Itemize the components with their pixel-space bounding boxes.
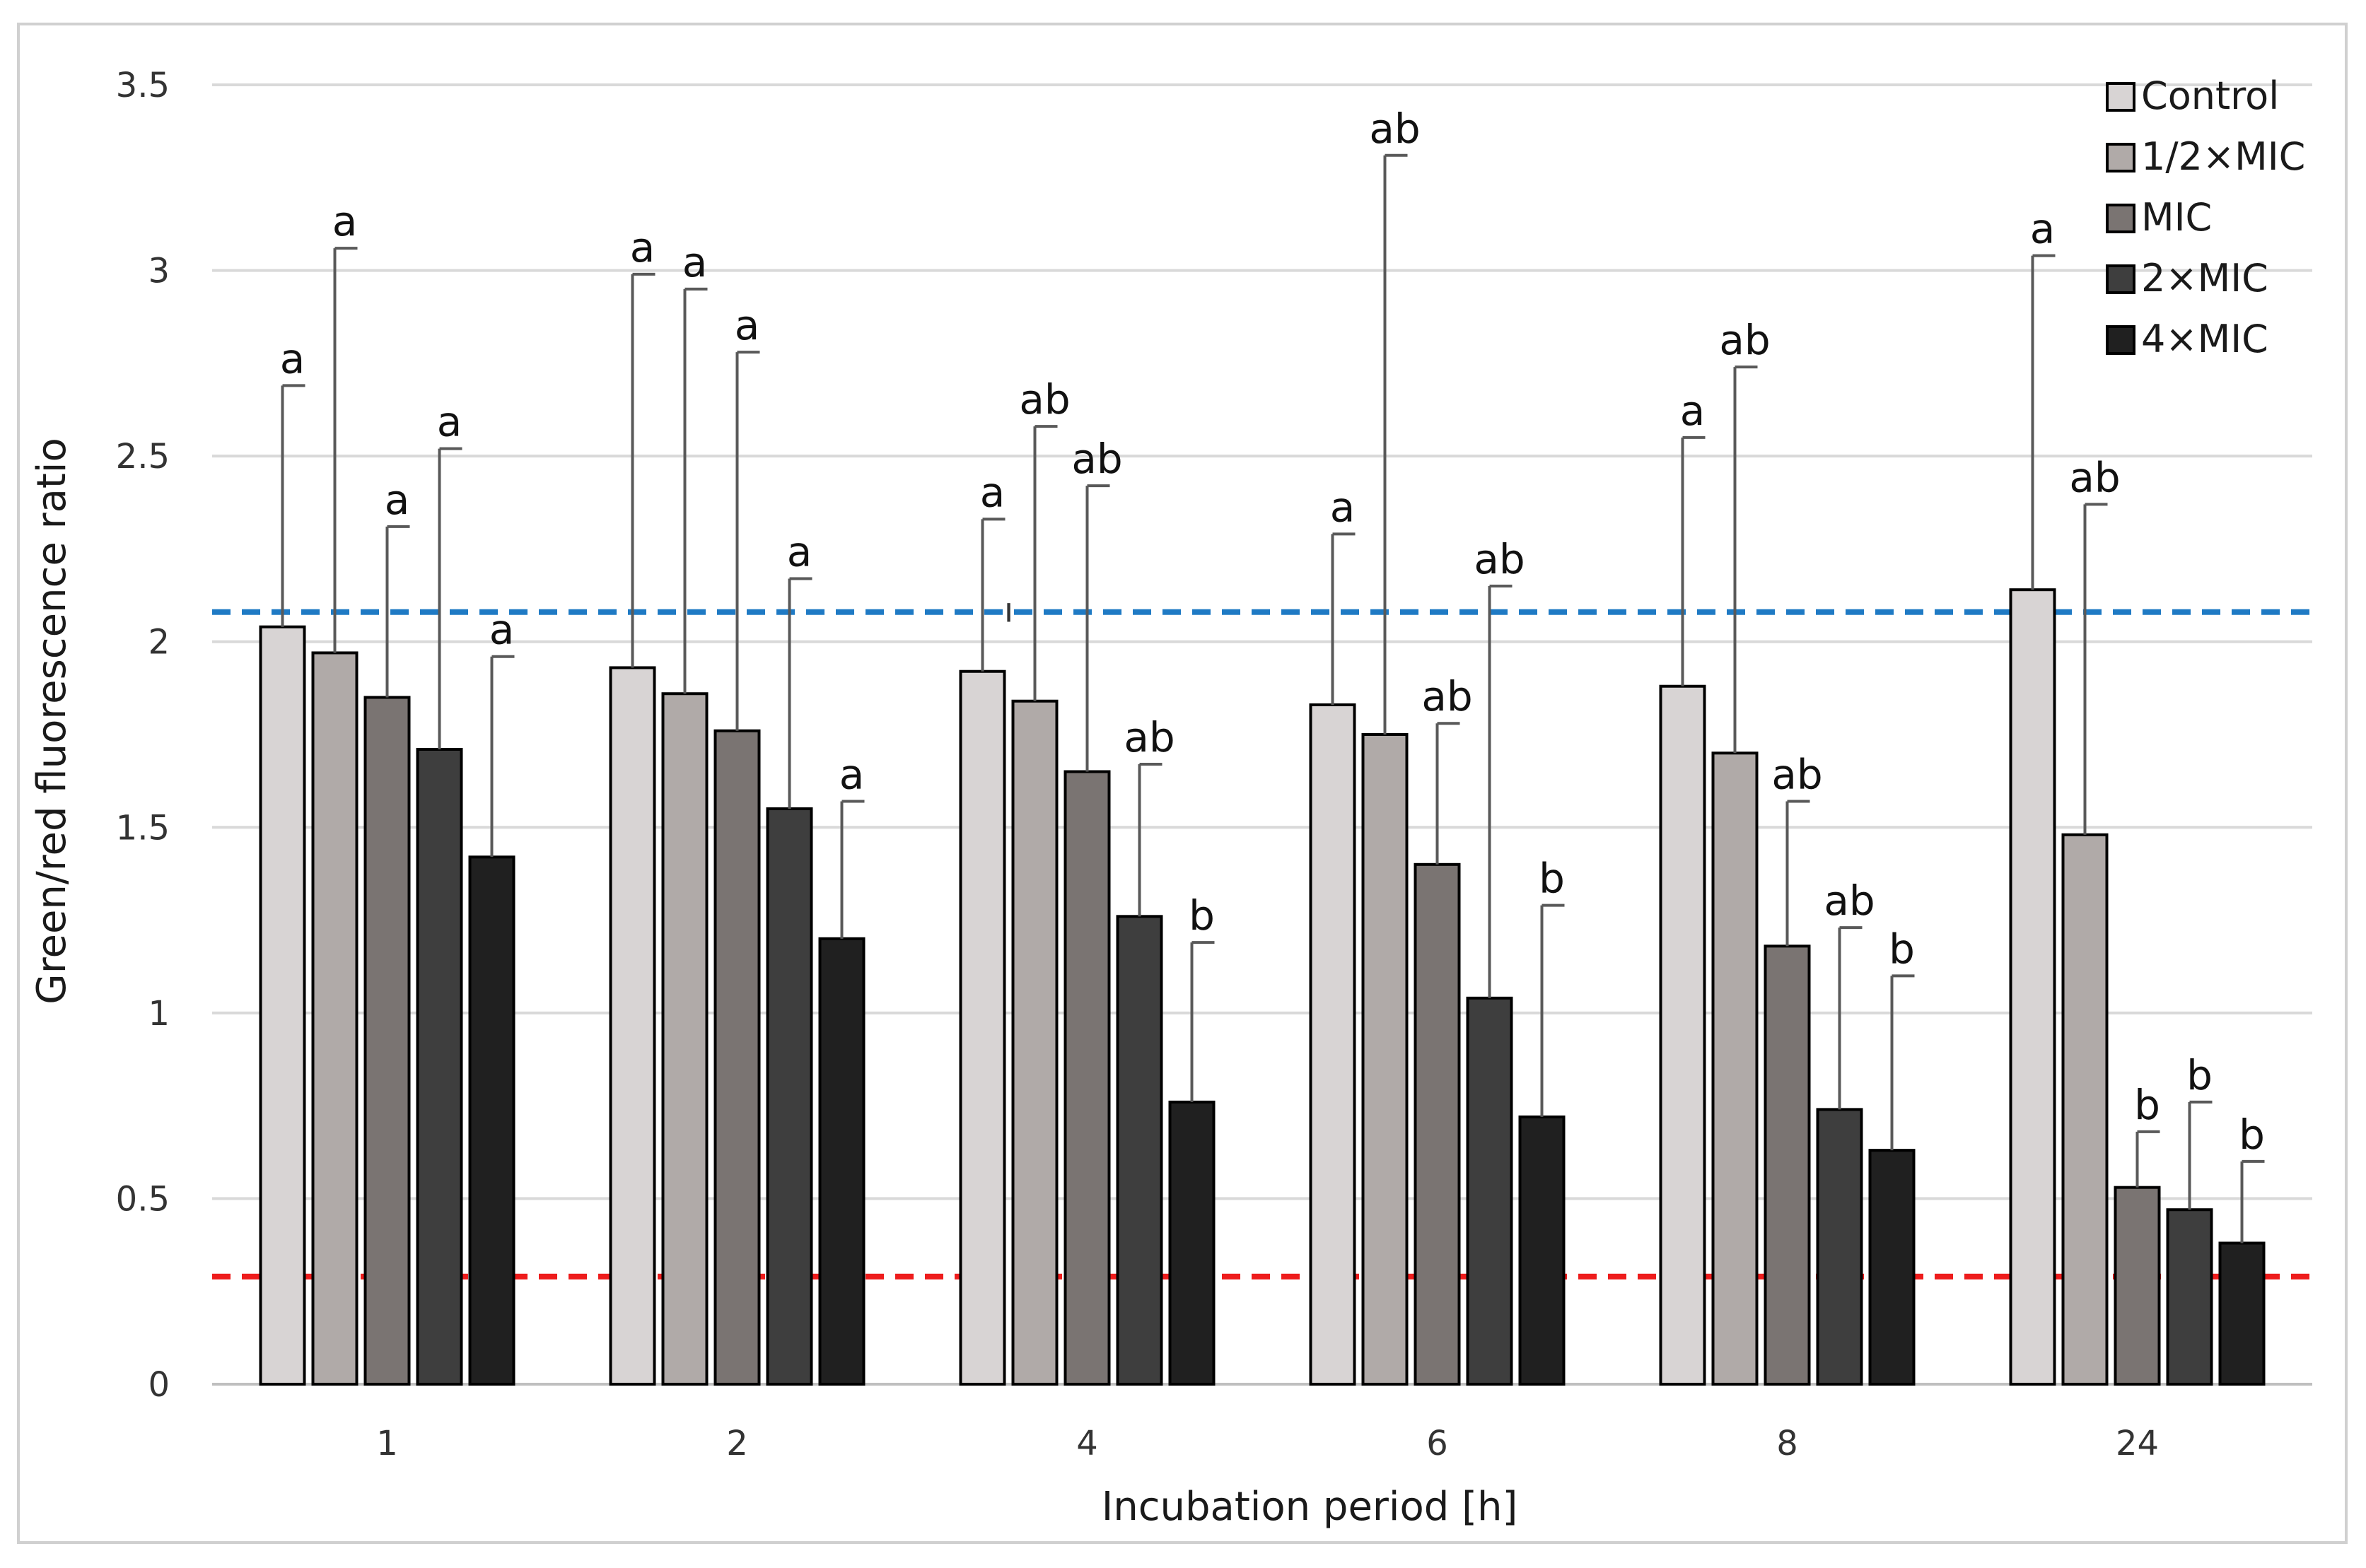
significance-letter: b [1889,925,1915,973]
legend-label: 4×MIC [2141,317,2268,361]
annotation-mark: ı [1004,591,1013,631]
significance-letter: a [280,334,305,382]
significance-letter: a [1680,387,1706,435]
x-axis-title: Incubation period [h] [1102,1484,1518,1530]
bar [661,692,709,1386]
y-tick-label: 3.5 [116,66,170,105]
bar [1309,703,1356,1386]
y-tick-label: 1.5 [116,808,170,848]
significance-letter: a [437,398,462,446]
legend-label: 2×MIC [2141,256,2268,300]
significance-letter: a [630,223,655,271]
y-axis-title: Green/red fluorescence ratio [29,438,75,1004]
bar [1011,699,1059,1386]
significance-letter: ab [2069,453,2120,501]
chart-border [17,23,2348,1544]
bar [1868,1149,1916,1386]
error-bars [281,153,2265,1244]
y-axis: 0 0.5 1 1.5 2 2.5 3 3.5 [116,66,170,1405]
bar [1361,733,1409,1386]
significance-letter: b [2186,1051,2213,1099]
bar [1711,751,1759,1386]
legend-swatch [2106,82,2135,112]
x-tick-label: 2 [726,1424,748,1463]
bar [363,696,411,1386]
bar [1116,915,1163,1386]
y-tick-label: 3 [148,252,170,291]
y-tick-label: 0.5 [116,1179,170,1219]
x-tick-label: 6 [1426,1424,1448,1463]
significance-letter: b [1539,855,1565,903]
significance-letter: a [1330,483,1356,531]
bar [2061,833,2109,1386]
bar [1168,1100,1216,1386]
significance-letter: ab [1071,435,1122,483]
bar [1466,996,1513,1386]
y-tick-label: 1 [148,994,170,1034]
legend-label: Control [2141,74,2279,118]
significance-letter: a [489,606,515,654]
bar [609,666,656,1386]
bar [1063,770,1111,1386]
bar [713,729,761,1386]
significance-letter: ab [1019,375,1070,423]
legend-swatch [2106,264,2135,294]
x-tick-label: 24 [2116,1424,2159,1463]
bar [766,807,813,1386]
legend-swatch [2106,325,2135,355]
x-axis: 1 2 4 6 8 24 [376,1424,2159,1463]
legend-label: MIC [2141,195,2212,240]
y-tick-label: 2.5 [116,437,170,476]
significance-letter: ab [1369,105,1420,153]
legend: Control 1/2×MIC MIC 2×MIC 4×MIC [2106,74,2305,361]
significance-letter: ab [1771,751,1822,799]
x-tick-label: 4 [1076,1424,1098,1463]
bar [818,937,866,1386]
bar [311,651,359,1386]
x-tick-label: 8 [1776,1424,1798,1463]
x-tick-label: 1 [376,1424,398,1463]
significance-letter: a [735,301,760,349]
significance-letter: a [839,751,865,799]
bar [1659,684,1706,1386]
significance-letter: ab [1421,672,1472,720]
bar [259,625,306,1386]
significance-letter: a [2030,205,2056,253]
bar [1518,1115,1566,1386]
bar [1816,1108,1863,1386]
bar [1414,862,1461,1386]
bar [2114,1186,2161,1386]
bar [416,748,463,1386]
significance-letter: b [2134,1081,2160,1129]
significance-letter: ab [1124,713,1175,761]
y-tick-label: 2 [148,623,170,662]
significance-letter: b [2239,1111,2265,1159]
significance-letter: b [1189,891,1215,940]
y-tick-label: 0 [148,1365,170,1405]
significance-letter: ab [1474,535,1525,583]
significance-letter: a [682,238,708,286]
significance-letter: a [980,468,1006,516]
reference-lines [212,609,2312,1280]
bar [959,669,1006,1386]
gridlines [212,83,2312,1386]
legend-label: 1/2×MIC [2141,134,2305,179]
significance-letter: ab [1719,316,1770,364]
significance-letter: ab [1824,877,1875,925]
legend-swatch [2106,204,2135,233]
bar [468,855,515,1386]
bar [2009,588,2056,1386]
significance-letter: a [332,197,358,245]
bars [259,588,2266,1386]
legend-swatch [2106,143,2135,172]
bar [2218,1241,2266,1386]
significance-letter: a [787,527,812,575]
significance-letter: a [385,476,410,524]
bar [2166,1208,2213,1386]
bar [1764,944,1811,1386]
